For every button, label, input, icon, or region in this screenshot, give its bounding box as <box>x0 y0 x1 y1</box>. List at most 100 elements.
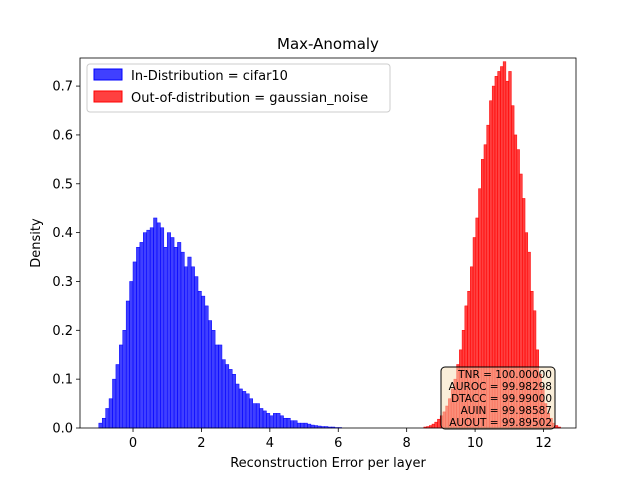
in-distribution-bar <box>177 242 182 429</box>
in-distribution-bar <box>252 403 257 429</box>
in-distribution-bar <box>184 266 189 429</box>
legend-label-in-distribution: In-Distribution = cifar10 <box>131 69 288 84</box>
stats-line-dtacc: DTACC = 99.99000 <box>451 393 552 405</box>
legend: In-Distribution = cifar10 Out-of-distrib… <box>86 63 391 113</box>
in-distribution-bar <box>262 410 267 429</box>
in-distribution-bar <box>180 251 185 429</box>
stats-line-auroc: AUROC = 99.98298 <box>449 381 552 393</box>
x-tick-label: 10 <box>467 436 484 451</box>
in-distribution-bar <box>211 330 216 429</box>
in-distribution-bar <box>259 408 264 429</box>
y-axis-label: Density <box>29 218 44 268</box>
in-distribution-bar <box>190 266 195 429</box>
in-distribution-bar <box>303 422 308 429</box>
legend-label-out-of-distribution: Out-of-distribution = gaussian_noise <box>131 91 368 106</box>
y-tick-label: 0.3 <box>52 275 73 290</box>
in-distribution-bar <box>208 320 212 429</box>
in-distribution-bar <box>218 344 223 429</box>
y-tick-label: 0.0 <box>52 422 73 437</box>
stats-line-auout: AUOUT = 99.89502 <box>449 417 552 429</box>
in-distribution-bar <box>201 295 206 429</box>
in-distribution-bar <box>194 276 199 429</box>
in-distribution-bar <box>163 247 168 429</box>
in-distribution-bar <box>149 227 154 429</box>
in-distribution-bar <box>170 237 175 429</box>
stats-box-frame <box>440 366 556 430</box>
x-tick-label: 8 <box>403 436 411 451</box>
stats-line-auin: AUIN = 99.98587 <box>461 405 552 417</box>
y-tick-label: 0.1 <box>52 373 73 388</box>
in-distribution-bar <box>187 256 192 429</box>
in-distribution-bar <box>279 415 284 429</box>
in-distribution-bar <box>153 217 158 429</box>
in-distribution-bar <box>160 227 165 429</box>
in-distribution-bar <box>166 232 171 429</box>
x-axis-ticks: 0 2 4 6 8 10 12 <box>129 428 552 451</box>
in-distribution-bar <box>307 423 312 429</box>
out-of-distribution-bar <box>437 418 441 429</box>
chart-title: Max-Anomaly <box>277 35 379 53</box>
in-distribution-bar <box>204 305 209 429</box>
stats-line-tnr: TNR = 100.00000 <box>457 369 552 381</box>
in-distribution-bar <box>139 242 144 429</box>
legend-frame <box>86 63 391 113</box>
x-tick-label: 2 <box>197 436 205 451</box>
in-distribution-bar <box>129 281 134 429</box>
y-tick-label: 0.2 <box>52 324 73 339</box>
stats-box: TNR = 100.00000 AUROC = 99.98298 DTACC =… <box>440 366 556 430</box>
x-tick-label: 12 <box>535 436 552 451</box>
in-distribution-bar <box>242 391 247 429</box>
y-tick-label: 0.7 <box>52 80 73 95</box>
plot-area-frame <box>79 57 577 429</box>
in-distribution-bar <box>290 420 295 429</box>
legend-swatch-out-of-distribution <box>93 90 123 103</box>
in-distribution-bar <box>266 413 271 429</box>
in-distribution-bar <box>221 359 226 429</box>
in-distribution-bar <box>293 420 298 429</box>
in-distribution-bar <box>255 403 260 429</box>
out-of-distribution-bar <box>434 421 438 429</box>
out-of-distribution-bar <box>431 423 435 429</box>
in-distribution-bar <box>245 393 250 429</box>
in-distribution-bar <box>98 422 103 429</box>
in-distribution-bar <box>273 413 277 429</box>
in-distribution-bar <box>125 300 130 429</box>
in-distribution-bar <box>235 383 240 429</box>
legend-swatch-in-distribution <box>93 68 123 81</box>
in-distribution-bar <box>214 344 219 429</box>
in-distribution-bar <box>283 417 288 429</box>
y-axis-ticks: 0.0 0.1 0.2 0.3 0.4 0.5 0.6 0.7 <box>52 80 80 437</box>
y-tick-label: 0.6 <box>52 128 73 143</box>
in-distribution-bar <box>115 364 120 429</box>
x-tick-label: 0 <box>129 436 137 451</box>
x-tick-label: 6 <box>334 436 342 451</box>
in-distribution-bar <box>136 247 141 429</box>
in-distribution-bar <box>173 247 178 429</box>
in-distribution-bar <box>238 388 243 429</box>
in-distribution-bar <box>300 422 305 429</box>
in-distribution-bar <box>143 232 147 429</box>
in-distribution-bar <box>112 378 117 429</box>
x-tick-label: 4 <box>266 436 274 451</box>
in-distribution-bar <box>276 413 281 429</box>
in-distribution-bar <box>269 415 274 429</box>
in-distribution-bar <box>122 330 127 429</box>
in-distribution-bar <box>228 369 233 429</box>
y-tick-label: 0.5 <box>52 177 73 192</box>
in-distribution-bar <box>156 222 161 429</box>
in-distribution-bar <box>197 290 202 429</box>
in-distribution-bar <box>225 364 230 429</box>
in-distribution-bar <box>101 417 106 429</box>
in-distribution-bar <box>119 344 124 429</box>
in-distribution-bar <box>296 422 301 429</box>
in-distribution-bar <box>286 417 291 429</box>
in-distribution-bar <box>108 398 113 429</box>
in-distribution-bar <box>249 398 253 429</box>
in-distribution-bar <box>132 261 137 429</box>
in-distribution-bars <box>98 217 342 429</box>
y-tick-label: 0.4 <box>52 226 73 241</box>
in-distribution-bar <box>231 374 236 429</box>
in-distribution-bar <box>310 424 315 429</box>
in-distribution-bar <box>146 229 151 429</box>
